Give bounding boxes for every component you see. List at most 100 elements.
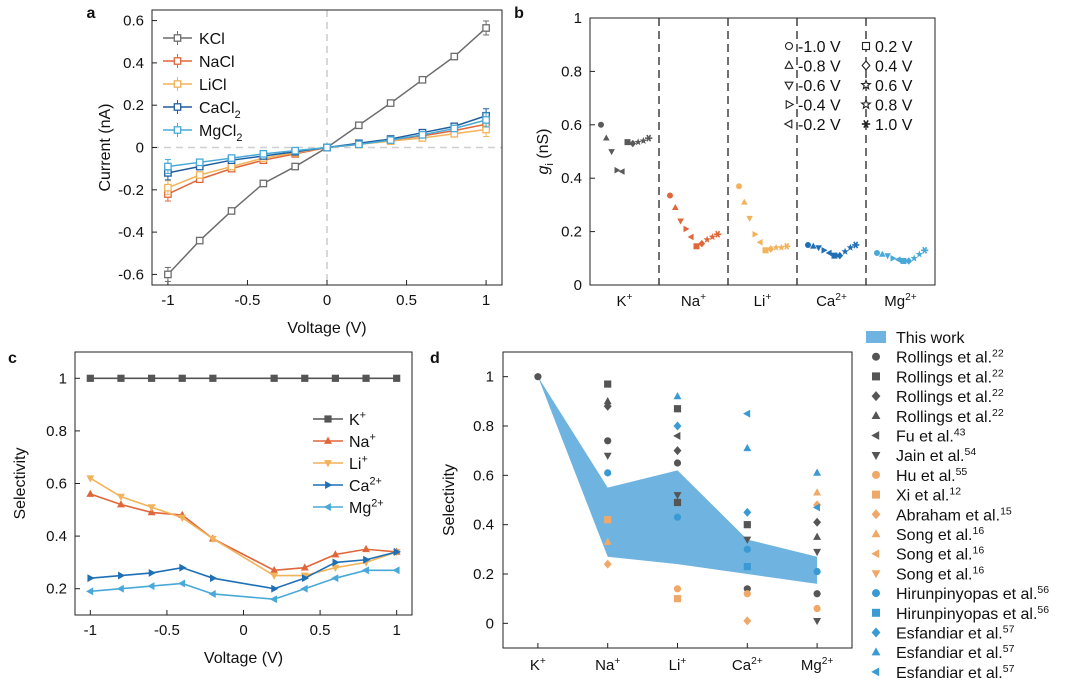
data-point	[603, 537, 612, 545]
legend-label: Esfandiar et al.57	[896, 643, 1015, 662]
legend-marker	[872, 372, 880, 381]
data-point	[673, 513, 682, 521]
legend-label-main: Ca	[349, 478, 370, 495]
y-tick-label: 0.2	[123, 97, 144, 114]
legend-label: Song et al.16	[896, 545, 984, 564]
data-point	[354, 140, 363, 149]
data-point	[300, 563, 309, 571]
legend-label-text: Hirunpinyopas et al.	[896, 586, 1037, 603]
data-point	[813, 617, 822, 626]
legend-marker	[871, 529, 881, 538]
data-point	[270, 374, 278, 382]
legend-label-text: Song et al.	[896, 566, 973, 583]
data-point	[291, 146, 300, 155]
data-point	[821, 246, 828, 254]
legend-marker	[324, 436, 332, 444]
data-point	[179, 563, 187, 572]
data-point	[846, 243, 855, 251]
data-point	[672, 203, 679, 210]
group-tick-label-sup: 2+	[905, 292, 917, 303]
data-point	[195, 171, 204, 179]
x-tick-label-main: Li	[669, 657, 681, 674]
y-tick-label: 1	[574, 10, 582, 27]
data-point	[116, 493, 125, 501]
legend-label-ref: 57	[1003, 663, 1015, 675]
data-point	[884, 253, 891, 260]
legend-label: Fu et al.43	[896, 427, 966, 446]
series-line	[90, 551, 397, 590]
data-point	[331, 574, 339, 583]
data-point	[743, 616, 752, 626]
x-tick-label: Na+​	[595, 656, 620, 674]
data-point	[743, 507, 752, 517]
data-point	[831, 252, 838, 259]
legend-marker	[861, 119, 871, 129]
legend-label-text: Rollings et al.	[896, 409, 992, 426]
data-point	[852, 241, 860, 249]
y-tick-label: 0	[136, 140, 144, 157]
data-point-stroke	[646, 134, 652, 142]
legend-marker	[866, 331, 886, 343]
legend-label-text: Fu et al.	[896, 429, 954, 446]
data-point	[164, 270, 172, 279]
legend-marker	[324, 415, 332, 423]
legend-marker	[871, 549, 880, 559]
legend-label-sub: 2	[236, 132, 242, 144]
data-point	[331, 564, 340, 572]
legend-label: Abraham et al.15	[896, 505, 1012, 524]
data-point	[639, 136, 648, 144]
group-tick-label-sup: +	[700, 292, 706, 303]
data-point	[810, 242, 817, 249]
legend-label-ref: 22	[992, 367, 1004, 379]
legend-label-ref: 54	[964, 446, 976, 458]
data-point	[603, 559, 612, 569]
data-point	[813, 590, 821, 598]
data-point	[209, 574, 218, 583]
data-point	[331, 550, 340, 558]
x-tick-label: -1	[161, 292, 174, 309]
data-point	[687, 233, 694, 241]
data-point	[603, 134, 610, 141]
data-point	[812, 503, 820, 512]
legend-marker	[871, 411, 881, 419]
legend-marker	[861, 41, 871, 51]
data-point	[418, 75, 427, 84]
data-point	[362, 544, 371, 553]
data-point	[291, 162, 300, 171]
data-point	[147, 374, 156, 382]
x-tick-label: 0.5	[396, 292, 417, 309]
data-point	[673, 459, 682, 467]
data-point	[743, 585, 751, 593]
legend-marker	[783, 119, 793, 129]
y-tick-label: 0.4	[46, 528, 67, 545]
legend-marker	[871, 431, 880, 440]
data-point	[673, 492, 682, 500]
y-axis-label-unit: (nS)	[535, 128, 552, 163]
data-point	[813, 532, 822, 540]
data-point	[767, 245, 775, 253]
legend-label-main: NaCl	[199, 54, 235, 71]
data-point	[703, 235, 711, 243]
data-point	[813, 604, 821, 613]
panel-b: b 0 0.2 0.4 0.6 0.8 1 gi (nS) K+​ Na+​ Li+​ Ca2+​ Mg…	[514, 5, 936, 310]
x-tick-label-main: Na	[595, 657, 615, 674]
legend-marker	[323, 503, 331, 511]
legend-label: LiCl	[199, 77, 227, 94]
data-point	[645, 134, 653, 142]
series-line	[90, 569, 397, 601]
data-point	[227, 207, 236, 215]
panel-label-d: d	[430, 350, 440, 367]
legend-label-sup: 2+	[371, 498, 383, 510]
legend-label-text: Abraham et al.	[896, 507, 1000, 524]
data-point	[118, 571, 126, 580]
legend-marker	[784, 81, 794, 91]
y-tick-label: 0.2	[473, 566, 494, 583]
data-point	[815, 245, 822, 252]
data-point	[301, 374, 309, 382]
x-tick-label: 0.5	[310, 622, 331, 639]
data-point	[271, 584, 279, 593]
data-point	[742, 409, 751, 418]
legend-label-ref: 55	[956, 466, 968, 478]
panel-c: c -1 -0.5 0 0.5 1 0.2 0.4 0.6 0.8 1 Voltage (V) Sele…	[8, 350, 413, 667]
